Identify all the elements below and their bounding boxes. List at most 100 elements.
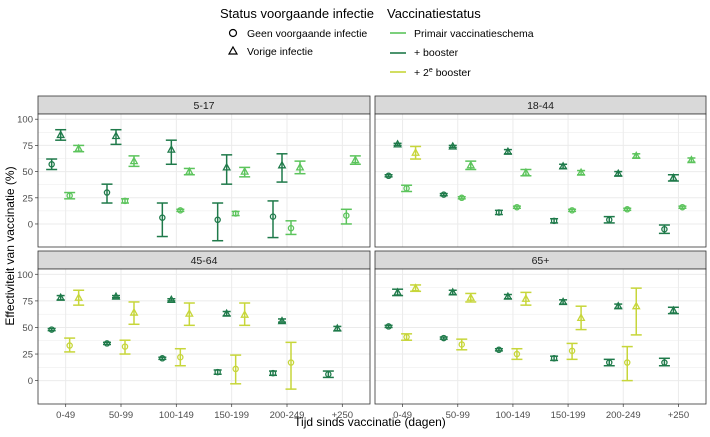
y-tick-label: 75 bbox=[22, 141, 33, 152]
panel-background bbox=[38, 269, 370, 404]
data-point bbox=[285, 341, 297, 390]
point-circle bbox=[513, 350, 521, 358]
y-tick-label: 25 bbox=[22, 193, 33, 204]
data-point bbox=[221, 154, 233, 185]
point-circle bbox=[232, 365, 239, 373]
point-triangle bbox=[222, 308, 232, 317]
data-point bbox=[465, 160, 477, 171]
panel-border bbox=[37, 113, 371, 248]
point-circle bbox=[159, 214, 166, 221]
point-circle bbox=[232, 210, 239, 217]
point-triangle bbox=[521, 293, 531, 302]
data-point bbox=[658, 224, 670, 235]
point-triangle bbox=[631, 301, 641, 310]
point-circle bbox=[159, 355, 166, 362]
point-triangle bbox=[166, 144, 176, 153]
data-point bbox=[230, 354, 242, 385]
data-point bbox=[456, 338, 468, 351]
point-triangle bbox=[503, 146, 513, 155]
point-triangle bbox=[277, 160, 287, 169]
point-circle bbox=[661, 225, 668, 233]
point-circle bbox=[121, 343, 129, 350]
point-circle bbox=[385, 323, 392, 330]
data-point bbox=[566, 342, 578, 361]
data-point bbox=[239, 166, 251, 178]
point-circle bbox=[269, 213, 277, 220]
point-triangle bbox=[669, 173, 678, 182]
panels: 5-17 0 25 50 75 100 18-44 45-64 0 25 50 75 100 0-49 50… bbox=[17, 95, 707, 421]
panel-title: 45-64 bbox=[191, 255, 218, 267]
point-triangle bbox=[558, 297, 568, 306]
data-point bbox=[101, 183, 113, 204]
legend-vacc-title: Vaccinatiestatus bbox=[387, 6, 481, 21]
point-circle bbox=[269, 369, 277, 377]
x-axis-label: Tijd sinds vaccinatie (dagen) bbox=[294, 415, 446, 429]
point-circle bbox=[679, 203, 686, 211]
data-point bbox=[401, 333, 413, 341]
point-triangle bbox=[111, 291, 121, 300]
data-point bbox=[568, 207, 577, 214]
legend-circle-icon bbox=[228, 28, 238, 38]
point-circle bbox=[121, 197, 129, 205]
point-triangle bbox=[613, 168, 623, 177]
legend-triangle-icon bbox=[227, 45, 239, 55]
panel-background bbox=[375, 114, 706, 247]
point-triangle bbox=[350, 155, 360, 164]
point-circle bbox=[458, 194, 465, 202]
data-point bbox=[156, 202, 168, 238]
point-circle bbox=[606, 216, 613, 224]
point-circle bbox=[103, 189, 111, 196]
x-tick-label: 50-99 bbox=[109, 410, 133, 421]
point-triangle bbox=[466, 160, 476, 169]
point-triangle bbox=[56, 130, 66, 139]
data-point bbox=[384, 323, 393, 330]
data-point bbox=[494, 209, 503, 216]
point-circle bbox=[661, 359, 668, 366]
data-point bbox=[410, 145, 422, 160]
x-tick-label: 0-49 bbox=[393, 410, 412, 421]
point-triangle bbox=[332, 323, 342, 332]
panel-title: 65+ bbox=[532, 255, 550, 267]
data-point bbox=[128, 301, 140, 326]
data-point bbox=[165, 139, 177, 166]
data-point bbox=[349, 155, 361, 166]
x-tick-label: 200-249 bbox=[606, 410, 641, 421]
panel-border bbox=[37, 268, 371, 405]
point-circle bbox=[403, 333, 410, 341]
data-point bbox=[667, 305, 679, 315]
data-point bbox=[503, 291, 513, 300]
legend: Status voorgaande infectie Geen voorgaan… bbox=[220, 6, 534, 79]
y-tick-label: 100 bbox=[17, 115, 33, 126]
point-triangle bbox=[240, 309, 250, 318]
point-circle bbox=[606, 359, 613, 366]
y-tick-label: 75 bbox=[22, 296, 33, 307]
data-point bbox=[213, 368, 222, 376]
panel-border bbox=[374, 268, 707, 405]
panel-title: 5-17 bbox=[193, 100, 214, 112]
data-point bbox=[276, 153, 288, 183]
legend-vacc-item-1: + booster bbox=[414, 47, 459, 59]
data-point bbox=[520, 291, 532, 306]
point-triangle bbox=[411, 147, 420, 156]
point-circle bbox=[177, 353, 184, 361]
point-triangle bbox=[669, 305, 678, 314]
point-triangle bbox=[74, 292, 84, 301]
point-circle bbox=[495, 209, 503, 216]
x-tick-label: 100-149 bbox=[495, 410, 530, 421]
point-triangle bbox=[631, 151, 641, 160]
data-point bbox=[401, 184, 413, 193]
point-triangle bbox=[74, 143, 84, 152]
data-point bbox=[575, 305, 587, 331]
legend-vacc-item-2-label: + 2 bbox=[414, 67, 429, 79]
data-point bbox=[613, 301, 623, 310]
data-point bbox=[392, 287, 404, 297]
point-triangle bbox=[129, 307, 139, 316]
point-triangle bbox=[277, 316, 287, 325]
point-triangle bbox=[56, 292, 66, 301]
point-triangle bbox=[613, 301, 623, 310]
data-point bbox=[158, 355, 167, 362]
panel-background bbox=[38, 114, 370, 247]
data-point bbox=[183, 166, 195, 176]
legend-vacc-item-0: Primair vaccinatieschema bbox=[414, 28, 534, 40]
point-triangle bbox=[184, 308, 194, 317]
